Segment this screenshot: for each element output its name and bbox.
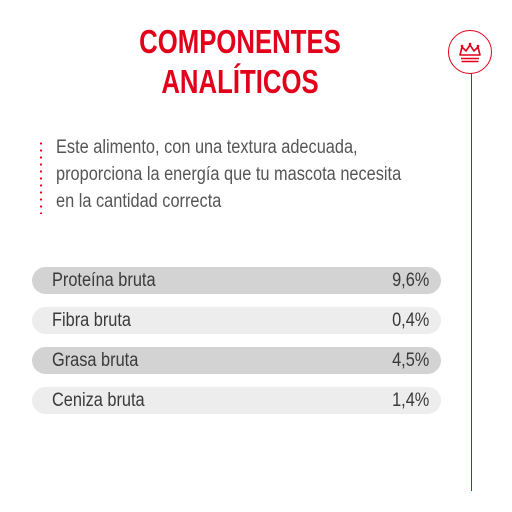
components-table: Proteína bruta 9,6% Fibra bruta 0,4% Gra… bbox=[32, 267, 441, 427]
description-line-2: proporciona la energía que tu mascota ne… bbox=[56, 164, 402, 185]
component-value: 1,4% bbox=[391, 390, 429, 411]
component-value: 0,4% bbox=[391, 310, 429, 331]
component-label: Grasa bruta bbox=[52, 350, 139, 371]
description-line-1: Este alimento, con una textura adecuada, bbox=[56, 137, 358, 158]
component-label: Fibra bruta bbox=[52, 310, 132, 331]
description-line-3: en la cantidad correcta bbox=[56, 191, 222, 212]
component-label: Proteína bruta bbox=[52, 270, 156, 291]
title-line-1: COMPONENTES bbox=[139, 23, 341, 60]
component-value: 9,6% bbox=[391, 270, 429, 291]
component-row: Fibra bruta 0,4% bbox=[32, 307, 441, 334]
component-label: Ceniza bruta bbox=[52, 390, 145, 411]
crown-icon bbox=[459, 42, 481, 63]
component-row: Ceniza bruta 1,4% bbox=[32, 387, 441, 414]
component-row: Proteína bruta 9,6% bbox=[32, 267, 441, 294]
description-text: Este alimento, con una textura adecuada,… bbox=[56, 134, 402, 215]
component-value: 4,5% bbox=[391, 350, 429, 371]
brand-vertical-line bbox=[471, 66, 472, 491]
brand-badge bbox=[448, 30, 492, 74]
dotted-divider bbox=[40, 140, 42, 214]
title-line-2: ANALÍTICOS bbox=[161, 63, 319, 100]
page-title: COMPONENTES ANALÍTICOS bbox=[68, 22, 411, 102]
component-row: Grasa bruta 4,5% bbox=[32, 347, 441, 374]
